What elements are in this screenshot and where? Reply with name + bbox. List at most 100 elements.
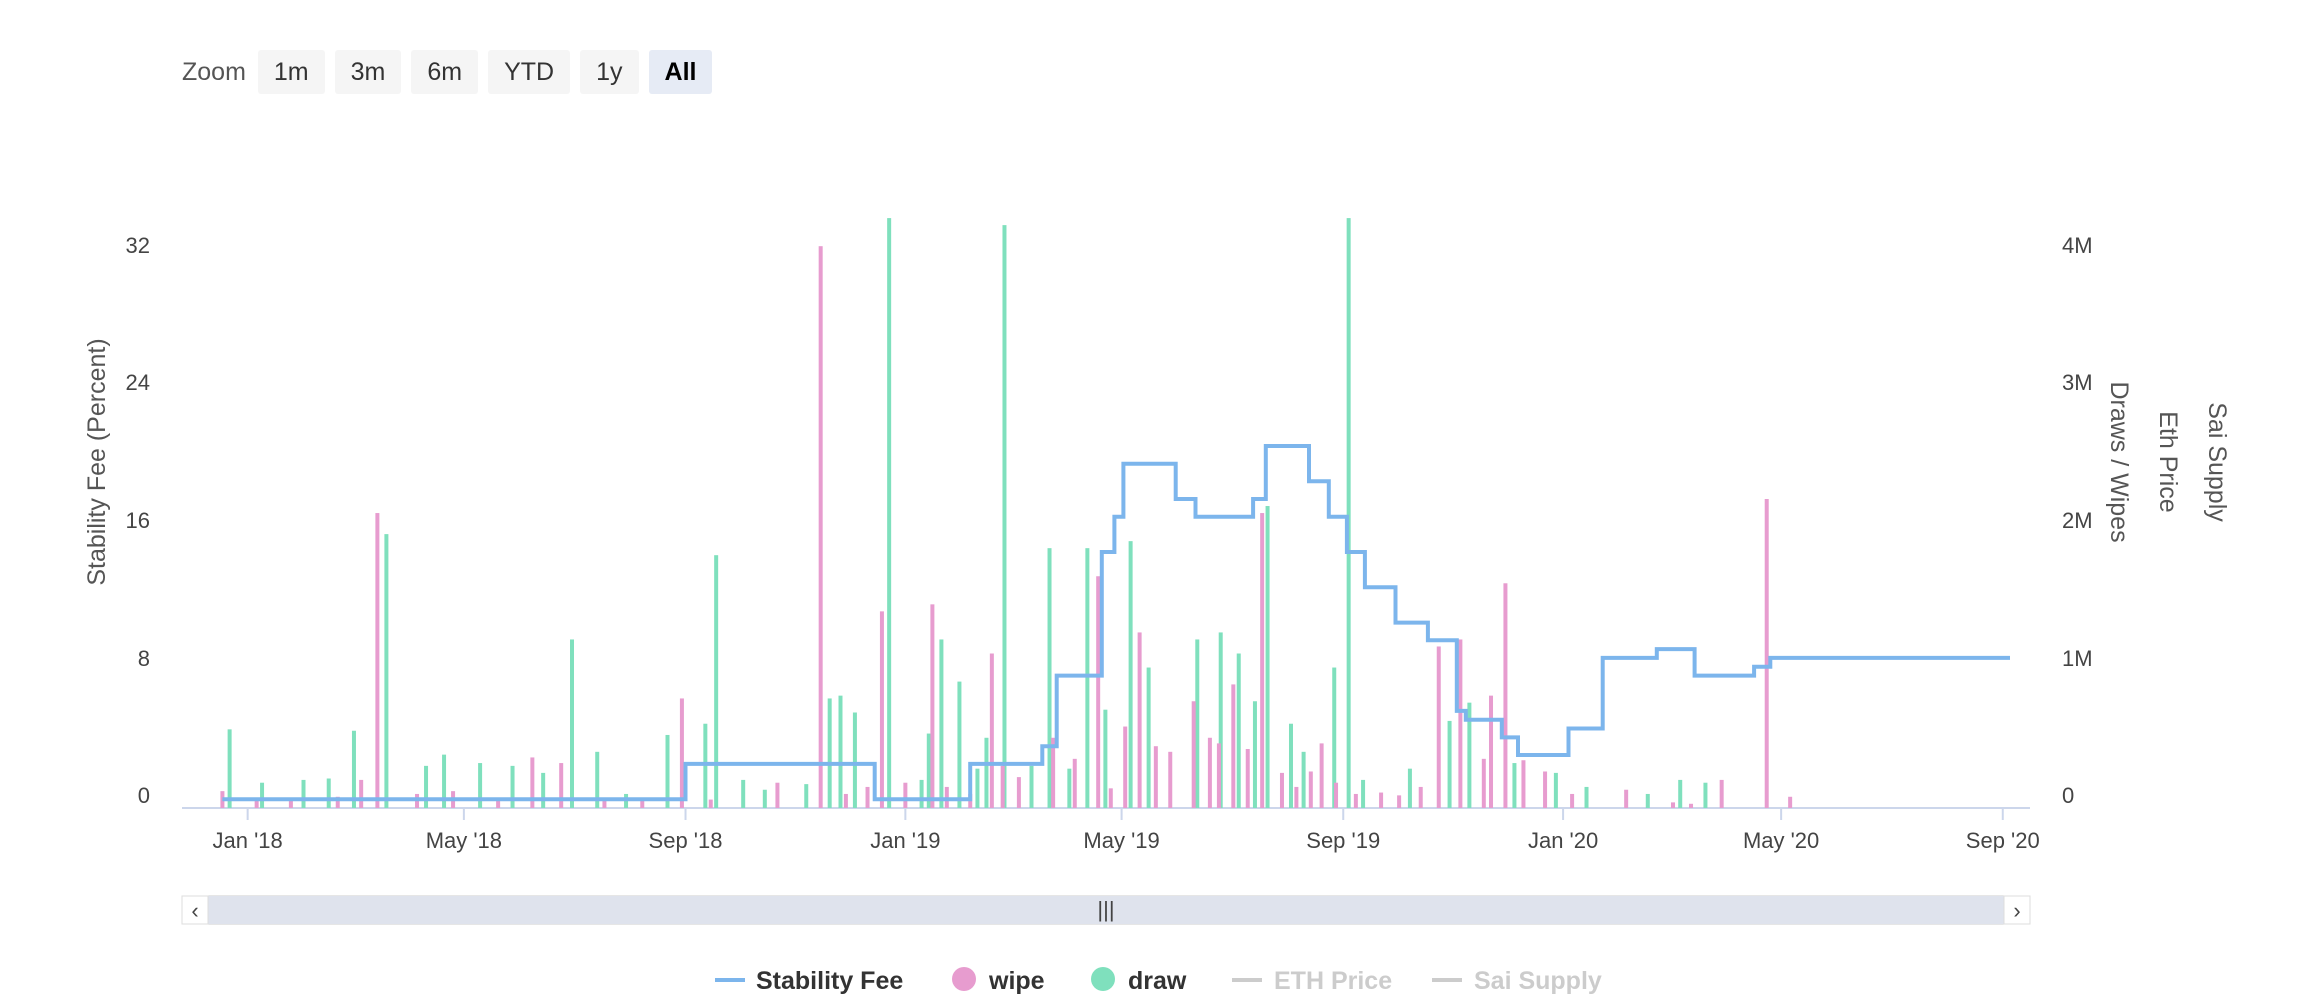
- wipe-bar[interactable]: [1072, 758, 1077, 808]
- draw-bar[interactable]: [1301, 751, 1306, 808]
- legend-item-draw[interactable]: draw: [1091, 967, 1187, 995]
- wipe-bar[interactable]: [1108, 788, 1113, 808]
- legend-item-stability-fee[interactable]: Stability Fee: [715, 967, 903, 995]
- draw-bar[interactable]: [1128, 541, 1133, 808]
- draw-bar[interactable]: [665, 734, 670, 808]
- draw-bar[interactable]: [1252, 701, 1257, 808]
- wipe-bar[interactable]: [1016, 777, 1021, 808]
- wipe-bar[interactable]: [1570, 793, 1575, 808]
- draw-bar[interactable]: [1332, 667, 1337, 808]
- zoom-button-all[interactable]: All: [648, 50, 713, 94]
- draw-bar[interactable]: [1195, 639, 1200, 808]
- draw-bar[interactable]: [1236, 653, 1241, 809]
- draw-bar[interactable]: [301, 779, 306, 808]
- draw-bar[interactable]: [595, 751, 600, 808]
- wipe-bar[interactable]: [1153, 746, 1158, 808]
- wipe-bar[interactable]: [1436, 646, 1441, 808]
- wipe-bar[interactable]: [1279, 772, 1284, 808]
- draw-bar[interactable]: [260, 782, 265, 808]
- legend-item-wipe[interactable]: wipe: [952, 967, 1045, 995]
- wipe-bar[interactable]: [1503, 583, 1508, 808]
- draw-bar[interactable]: [939, 639, 944, 808]
- wipe-bar[interactable]: [1788, 796, 1793, 808]
- draw-bar[interactable]: [1361, 779, 1366, 808]
- draw-bar[interactable]: [1288, 723, 1293, 808]
- wipe-bar[interactable]: [1260, 513, 1265, 808]
- wipe-bar[interactable]: [375, 513, 380, 808]
- draw-bar[interactable]: [975, 768, 980, 808]
- draw-bar[interactable]: [1703, 782, 1708, 808]
- wipe-bar[interactable]: [879, 611, 884, 808]
- draw-bar[interactable]: [1047, 548, 1052, 808]
- wipe-bar[interactable]: [1319, 743, 1324, 808]
- draw-bar[interactable]: [541, 772, 546, 808]
- draw-bar[interactable]: [1103, 709, 1108, 808]
- draw-bar[interactable]: [1678, 779, 1683, 808]
- draw-bar[interactable]: [1067, 768, 1072, 808]
- wipe-bar[interactable]: [775, 782, 780, 808]
- wipe-bar[interactable]: [1051, 737, 1056, 808]
- wipe-bar[interactable]: [1191, 701, 1196, 808]
- wipe-bar[interactable]: [1207, 737, 1212, 808]
- draw-bar[interactable]: [1512, 763, 1517, 808]
- draw-bar[interactable]: [957, 681, 962, 808]
- draw-bar[interactable]: [1146, 667, 1151, 808]
- wipe-bar[interactable]: [496, 799, 501, 808]
- wipe-bar[interactable]: [903, 782, 908, 808]
- zoom-button-1y[interactable]: 1y: [580, 50, 639, 94]
- draw-bar[interactable]: [1029, 765, 1034, 808]
- zoom-button-1m[interactable]: 1m: [257, 50, 325, 94]
- draw-bar[interactable]: [1447, 720, 1452, 808]
- draw-bar[interactable]: [838, 695, 843, 808]
- draw-bar[interactable]: [1265, 506, 1270, 808]
- wipe-bar[interactable]: [930, 604, 935, 808]
- draw-bar[interactable]: [714, 555, 719, 808]
- wipe-bar[interactable]: [1245, 749, 1250, 808]
- wipe-bar[interactable]: [843, 793, 848, 808]
- wipe-bar[interactable]: [1294, 786, 1299, 808]
- wipe-bar[interactable]: [1481, 758, 1486, 808]
- wipe-bar[interactable]: [1764, 499, 1769, 808]
- navigator-left-arrow-button[interactable]: [181, 895, 209, 925]
- legend-item-sai-supply[interactable]: Sai Supply: [1432, 967, 1602, 995]
- draw-bar[interactable]: [1002, 225, 1007, 808]
- draw-bar[interactable]: [762, 789, 767, 808]
- wipe-bar[interactable]: [254, 799, 259, 808]
- navigator-range-mask[interactable]: [208, 896, 2004, 924]
- zoom-button-3m[interactable]: 3m: [334, 50, 402, 94]
- wipe-bar[interactable]: [1096, 576, 1101, 808]
- wipe-bar[interactable]: [359, 779, 364, 808]
- draw-bar[interactable]: [1645, 793, 1650, 808]
- wipe-bar[interactable]: [1521, 760, 1526, 808]
- draw-bar[interactable]: [1467, 702, 1472, 808]
- wipe-bar[interactable]: [1719, 779, 1724, 808]
- draw-bar[interactable]: [1584, 786, 1589, 808]
- draw-bar[interactable]: [227, 729, 232, 808]
- draw-bar[interactable]: [424, 765, 429, 808]
- wipe-bar[interactable]: [1458, 639, 1463, 808]
- wipe-bar[interactable]: [640, 800, 645, 808]
- draw-bar[interactable]: [510, 765, 515, 808]
- draw-bar[interactable]: [827, 698, 832, 808]
- wipe-bar[interactable]: [559, 763, 564, 808]
- wipe-bar[interactable]: [1123, 726, 1128, 808]
- draw-bar[interactable]: [984, 737, 989, 808]
- wipe-bar[interactable]: [1334, 782, 1339, 808]
- draw-bar[interactable]: [887, 218, 892, 808]
- draw-bar[interactable]: [919, 779, 924, 808]
- navigator-grip-icon[interactable]: |||: [1097, 897, 1114, 922]
- draw-bar[interactable]: [384, 534, 389, 808]
- draw-bar[interactable]: [326, 778, 331, 808]
- wipe-bar[interactable]: [679, 698, 684, 808]
- wipe-bar[interactable]: [335, 796, 340, 808]
- draw-bar[interactable]: [741, 779, 746, 808]
- navigator-scrollbar[interactable]: ‹ › |||: [181, 895, 2031, 925]
- draw-bar[interactable]: [1407, 768, 1412, 808]
- wipe-bar[interactable]: [530, 757, 535, 808]
- wipe-bar[interactable]: [1137, 632, 1142, 808]
- wipe-bar[interactable]: [1168, 751, 1173, 808]
- draw-bar[interactable]: [852, 712, 857, 808]
- wipe-bar[interactable]: [1379, 792, 1384, 808]
- wipe-bar[interactable]: [989, 653, 994, 809]
- draw-bar[interactable]: [442, 754, 447, 808]
